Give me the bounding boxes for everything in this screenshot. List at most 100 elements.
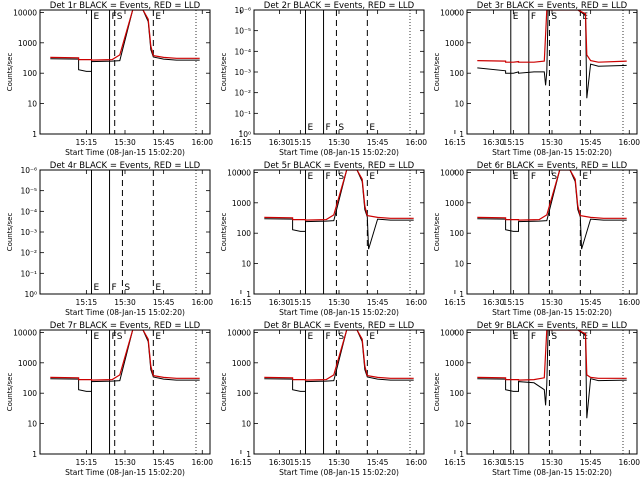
plot-frame <box>39 9 211 135</box>
x-tick-label: 15:45 <box>367 458 389 467</box>
panel-3: Det 3r BLACK = Events, RED = LLD 1 10 100 10… <box>433 1 640 157</box>
panel-8: Det 8r BLACK = Events, RED = LLD 1 10 100 10… <box>220 321 505 477</box>
x-tick-label: 15:45 <box>580 138 602 147</box>
series-line-events <box>477 170 627 250</box>
event-label: E <box>308 332 314 342</box>
y-tick-label: 100 <box>23 69 38 78</box>
event-label: E <box>369 172 375 182</box>
x-tick-label: 15:45 <box>153 298 175 307</box>
x-tick-label: 15:30 <box>114 138 136 147</box>
y-tick-label: 10⁻² <box>234 89 251 98</box>
y-tick-label: 10 <box>241 420 251 429</box>
y-tick-label: 10 <box>27 100 37 109</box>
x-tick-label: 15:15 <box>76 138 98 147</box>
event-label: E <box>308 172 314 182</box>
panel-title: Det 6r BLACK = Events, RED = LLD <box>477 161 628 171</box>
x-axis-label: Start Time (08-Jan-15 15:02:20) <box>279 148 399 157</box>
event-label: S <box>117 332 123 342</box>
panel-1: Det 1r BLACK = Events, RED = LLD 1 10 100 10… <box>6 1 291 157</box>
y-axis-label: Counts/sec <box>6 373 14 412</box>
y-tick-label: 1000 <box>445 39 464 48</box>
panel-2: Det 2r BLACK = Events, RED = LLD 10⁰ 10⁻¹ 1… <box>220 1 505 157</box>
x-tick-label: 15:30 <box>114 298 136 307</box>
event-label: S <box>338 123 344 133</box>
y-tick-label: 100 <box>237 389 252 398</box>
y-tick-label: 100 <box>450 229 465 238</box>
plot-frame <box>39 169 211 295</box>
x-tick-label: 16:00 <box>191 458 213 467</box>
plot-frame <box>466 169 638 295</box>
event-label: E <box>94 332 100 342</box>
x-tick-label: 16:15 <box>444 298 466 307</box>
event-label: E <box>94 283 100 293</box>
series-line-lld <box>477 10 627 63</box>
event-label: F <box>112 332 117 342</box>
event-label: E <box>369 123 375 133</box>
panel-title: Det 7r BLACK = Events, RED = LLD <box>50 321 201 331</box>
y-tick-label: 10⁻⁶ <box>234 6 251 15</box>
event-label: S <box>117 12 123 22</box>
x-axis-label: Start Time (08-Jan-15 15:02:20) <box>65 468 185 477</box>
y-tick-label: 10⁻¹ <box>234 109 251 118</box>
y-tick-label: 100 <box>237 229 252 238</box>
x-axis-label: Start Time (08-Jan-15 15:02:20) <box>65 308 185 317</box>
y-tick-label: 10⁻⁵ <box>234 27 251 36</box>
x-axis-label: Start Time (08-Jan-15 15:02:20) <box>279 468 399 477</box>
plot-frame <box>466 329 638 455</box>
y-tick-label: 10 <box>454 420 464 429</box>
event-label: E <box>582 172 588 182</box>
event-label: E <box>308 123 314 133</box>
y-axis-label: Counts/sec <box>433 53 441 92</box>
y-tick-label: 10 <box>454 260 464 269</box>
y-tick-label: 10⁻² <box>20 249 37 258</box>
x-tick-label: 15:45 <box>153 138 175 147</box>
y-tick-label: 10⁻⁴ <box>234 47 251 56</box>
event-label: S <box>338 172 344 182</box>
event-label: S <box>551 332 557 342</box>
plot-frame <box>39 329 211 455</box>
y-tick-label: 10⁰ <box>238 130 251 139</box>
y-axis-label: Counts/sec <box>220 53 228 92</box>
x-tick-label: 15:45 <box>367 298 389 307</box>
x-axis-label: Start Time (08-Jan-15 15:02:20) <box>492 468 612 477</box>
x-tick-label: 16:00 <box>618 458 640 467</box>
y-tick-label: 10000 <box>227 328 251 337</box>
panel-7: Det 7r BLACK = Events, RED = LLD 1 10 100 10… <box>6 321 291 477</box>
y-tick-label: 1 <box>459 450 464 459</box>
x-tick-label: 16:00 <box>405 298 427 307</box>
y-tick-label: 10000 <box>440 8 464 17</box>
x-tick-label: 15:15 <box>503 298 525 307</box>
event-label: E <box>513 12 519 22</box>
panel-5: Det 5r BLACK = Events, RED = LLD 1 10 100 10… <box>220 161 505 317</box>
x-tick-label: 16:00 <box>405 138 427 147</box>
y-tick-label: 1 <box>32 130 37 139</box>
y-tick-label: 1000 <box>18 359 37 368</box>
y-tick-label: 10⁻⁴ <box>20 207 37 216</box>
panel-title: Det 9r BLACK = Events, RED = LLD <box>477 321 628 331</box>
x-tick-label: 15:30 <box>541 298 563 307</box>
y-tick-label: 10000 <box>13 328 37 337</box>
y-axis-label: Counts/sec <box>433 213 441 252</box>
x-tick-label: 15:45 <box>580 458 602 467</box>
x-axis-label: Start Time (08-Jan-15 15:02:20) <box>65 148 185 157</box>
y-tick-label: 10⁻⁵ <box>20 187 37 196</box>
event-label: F <box>326 172 331 182</box>
y-tick-label: 10⁰ <box>24 290 37 299</box>
y-tick-label: 1000 <box>232 199 251 208</box>
series-line-events <box>477 330 627 419</box>
x-tick-label: 16:15 <box>230 458 252 467</box>
y-tick-label: 10000 <box>13 8 37 17</box>
event-label: E <box>155 12 161 22</box>
series-line-lld <box>477 170 627 221</box>
series-line-lld <box>50 330 200 381</box>
event-label: E <box>513 332 519 342</box>
event-label: F <box>112 283 117 293</box>
panel-title: Det 3r BLACK = Events, RED = LLD <box>477 1 628 11</box>
y-tick-label: 10000 <box>227 168 251 177</box>
